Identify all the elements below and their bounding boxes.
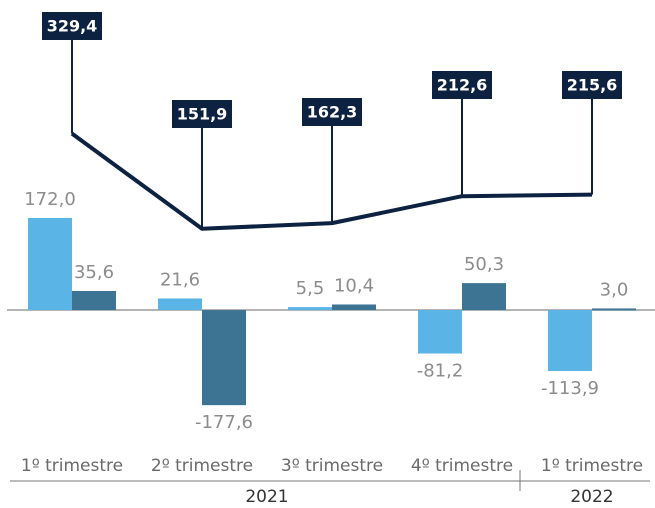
x-tick-label: 1º trimestre [541, 456, 643, 476]
value-label: 172,0 [24, 189, 76, 210]
label-box [42, 12, 102, 40]
x-tick-label: 2º trimestre [151, 456, 253, 476]
value-label: 21,6 [160, 269, 200, 290]
value-label: 5,5 [296, 278, 325, 299]
bar [548, 310, 592, 372]
value-label: 35,6 [74, 262, 114, 283]
value-label: 215,6 [567, 76, 618, 95]
value-label: 10,4 [334, 275, 374, 296]
group-label: 2022 [570, 487, 613, 507]
value-label: 151,9 [177, 105, 228, 124]
label-box [302, 98, 362, 126]
bar [332, 304, 376, 311]
bar [288, 307, 332, 311]
value-label: 329,4 [47, 17, 98, 36]
bar [418, 310, 462, 354]
value-label: 162,3 [307, 103, 358, 122]
value-label: -113,9 [541, 378, 599, 399]
group-label: 2021 [245, 487, 288, 507]
label-box [172, 100, 232, 128]
x-tick-label: 4º trimestre [411, 456, 513, 476]
bar [462, 283, 506, 311]
value-label: -81,2 [417, 361, 464, 382]
bar [72, 290, 116, 311]
x-tick-label: 3º trimestre [281, 456, 383, 476]
value-label: -177,6 [195, 412, 253, 433]
value-label: 50,3 [464, 254, 504, 275]
label-box [432, 71, 492, 99]
value-label: 3,0 [600, 279, 629, 300]
bar [28, 217, 72, 311]
label-box [562, 71, 622, 99]
bar [202, 310, 246, 406]
bar [158, 298, 202, 311]
value-label: 212,6 [437, 76, 488, 95]
x-tick-label: 1º trimestre [21, 456, 123, 476]
bar [592, 308, 636, 311]
